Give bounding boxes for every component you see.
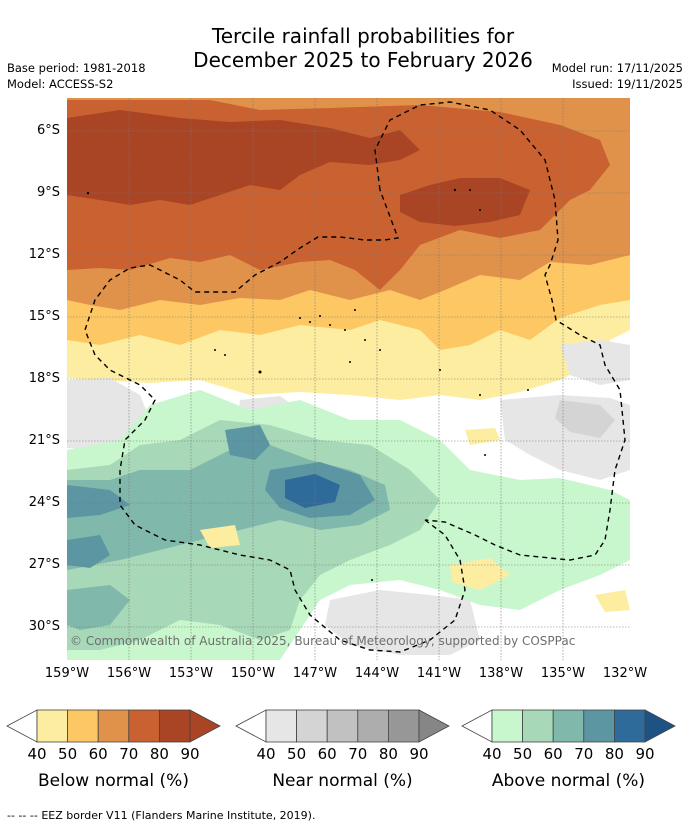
near-50-east	[555, 400, 615, 438]
near-swatch	[296, 709, 328, 743]
eez-border	[84, 101, 626, 653]
lon-label: 147°W	[292, 666, 338, 681]
islands	[86, 188, 529, 581]
below-40-blob-se	[595, 590, 630, 612]
map-credit: © Commonwealth of Australia 2025, Bureau…	[70, 634, 576, 648]
below-normal-label: Below normal (%)	[38, 771, 189, 791]
above-70-sw	[67, 535, 110, 568]
lat-label: 21°S	[28, 433, 60, 448]
left-meta: Base period: 1981-2018 Model: ACCESS-S2	[7, 60, 146, 92]
above-swatch	[552, 709, 585, 743]
tick-label: 60	[543, 745, 563, 763]
lat-label: 12°S	[28, 247, 60, 262]
below-over-arrow	[189, 709, 221, 743]
below-under-arrow	[6, 709, 38, 743]
below-40-blob-south	[450, 558, 510, 590]
near-swatch	[326, 709, 359, 743]
lon-label: 159°W	[44, 666, 90, 681]
lat-label: 15°S	[28, 309, 60, 324]
lon-label: 153°W	[168, 666, 214, 681]
tick-label: 80	[149, 745, 169, 763]
above-swatch	[614, 709, 646, 743]
tick-label: 40	[27, 745, 47, 763]
tick-label: 40	[482, 745, 502, 763]
tick-label: 70	[574, 745, 594, 763]
below-swatch	[97, 709, 130, 743]
lon-label: 150°W	[230, 666, 276, 681]
below-swatch	[36, 709, 69, 743]
right-meta: Model run: 17/11/2025 Issued: 19/11/2025	[552, 60, 683, 92]
lat-label: 24°S	[28, 495, 60, 510]
near-colorbar	[235, 709, 450, 743]
title-line-1: Tercile rainfall probabilities for	[211, 24, 515, 48]
near-swatch	[265, 709, 298, 743]
above-swatch	[491, 709, 524, 743]
lon-label: 132°W	[602, 666, 648, 681]
legend-colorbars	[6, 709, 676, 743]
below-80-region	[67, 110, 420, 205]
near-40-se	[560, 340, 630, 385]
base-period: Base period: 1981-2018	[7, 61, 146, 75]
tick-label: 80	[378, 745, 398, 763]
above-swatch	[522, 709, 554, 743]
lat-label: 6°S	[36, 123, 60, 138]
near-under-arrow	[235, 709, 267, 743]
lon-label: 156°W	[106, 666, 152, 681]
above-80-core	[285, 474, 340, 508]
near-swatch	[357, 709, 389, 743]
tick-label: 50	[513, 745, 533, 763]
below-40-blob-sw	[200, 525, 240, 548]
tick-label: 80	[604, 745, 624, 763]
below-80-region-east	[400, 178, 530, 226]
tick-label: 60	[317, 745, 337, 763]
title-line-2: December 2025 to February 2026	[193, 48, 533, 72]
near-normal-label: Near normal (%)	[272, 771, 413, 791]
near-40-south	[325, 590, 480, 655]
below-colorbar	[6, 709, 221, 743]
lon-label: 135°W	[540, 666, 586, 681]
model-name: Model: ACCESS-S2	[7, 77, 114, 91]
dash-line-symbol: -- -- --	[7, 809, 38, 822]
tick-label: 70	[348, 745, 368, 763]
chart-title: Tercile rainfall probabilities for Decem…	[0, 24, 690, 72]
above-normal-label: Above normal (%)	[491, 771, 646, 791]
model-run: Model run: 17/11/2025	[551, 61, 683, 75]
below-swatch	[158, 709, 191, 743]
issued-date: Issued: 19/11/2025	[572, 77, 683, 91]
tick-label: 60	[88, 745, 108, 763]
below-swatch	[67, 709, 99, 743]
tick-label: 50	[58, 745, 78, 763]
tick-label: 90	[409, 745, 429, 763]
lon-label: 144°W	[354, 666, 400, 681]
above-under-arrow	[461, 709, 493, 743]
above-swatch	[583, 709, 615, 743]
above-colorbar	[461, 709, 676, 743]
tick-label: 70	[119, 745, 139, 763]
lat-label: 27°S	[28, 557, 60, 572]
tick-label: 90	[635, 745, 655, 763]
above-over-arrow	[644, 709, 676, 743]
lat-label: 18°S	[28, 371, 60, 386]
above-70-central	[225, 425, 270, 460]
eez-footnote-text: EEZ border V11 (Flanders Marine Institut…	[41, 809, 316, 822]
lat-label: 9°S	[36, 185, 60, 200]
lon-label: 141°W	[416, 666, 462, 681]
below-swatch	[128, 709, 160, 743]
lat-label: 30°S	[28, 619, 60, 634]
lon-label: 138°W	[478, 666, 524, 681]
tick-label: 40	[256, 745, 276, 763]
eez-footnote: -- -- -- EEZ border V11 (Flanders Marine…	[7, 809, 315, 822]
near-swatch	[387, 709, 420, 743]
gridlines	[67, 98, 630, 660]
tick-label: 50	[287, 745, 307, 763]
near-over-arrow	[418, 709, 450, 743]
above-70-region	[67, 485, 130, 518]
above-60-region-south	[67, 585, 130, 630]
tick-label: 90	[180, 745, 200, 763]
